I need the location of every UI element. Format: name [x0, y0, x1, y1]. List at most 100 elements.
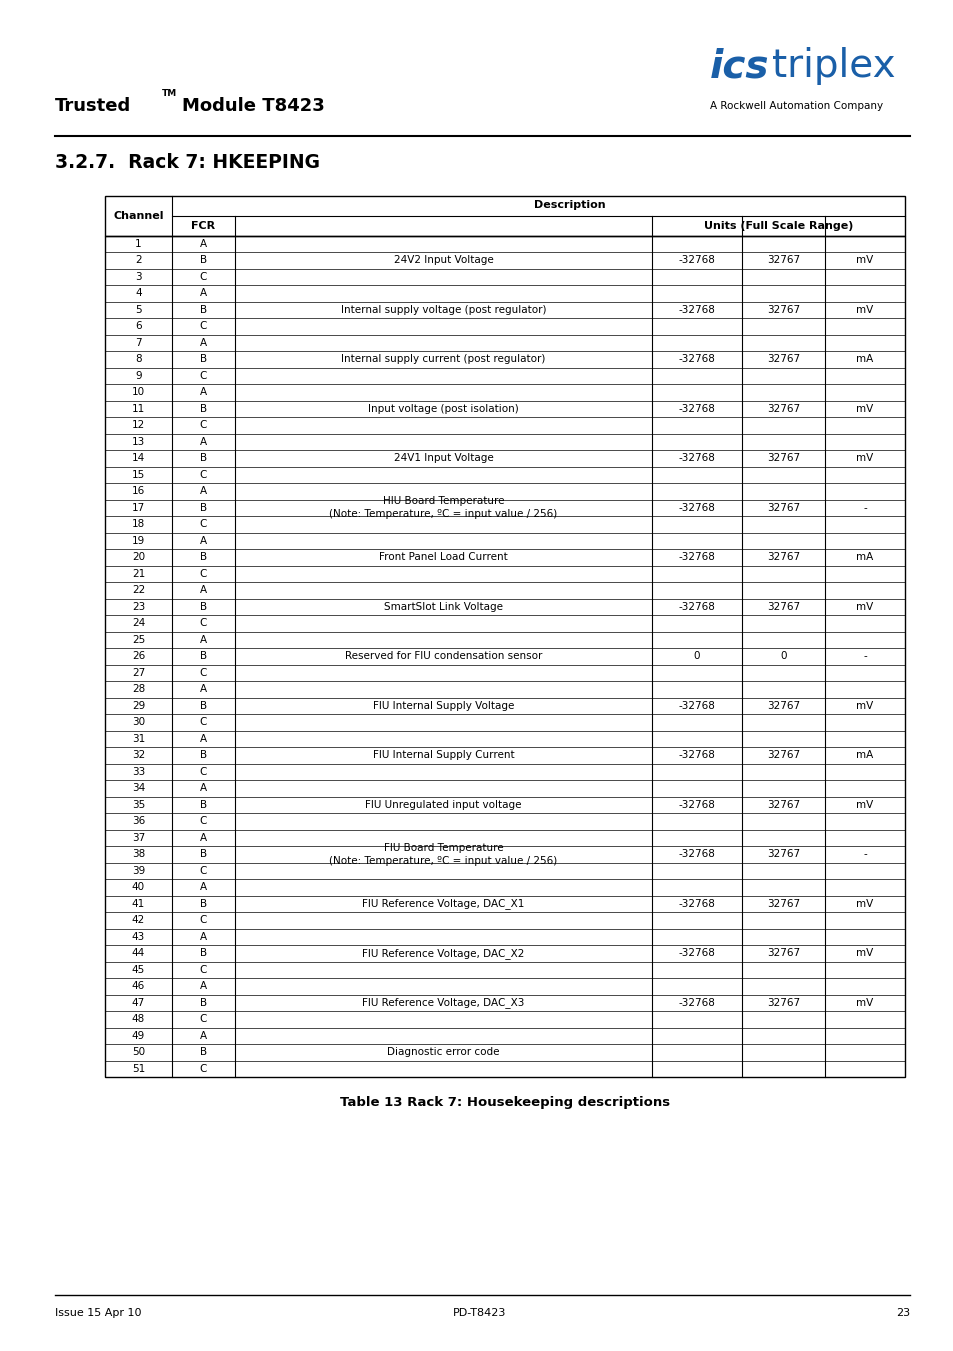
Text: C: C: [199, 717, 207, 727]
Text: B: B: [200, 454, 207, 463]
Text: -32768: -32768: [678, 800, 715, 809]
Text: 3.2.7.  Rack 7: HKEEPING: 3.2.7. Rack 7: HKEEPING: [55, 154, 319, 173]
Text: FIU Internal Supply Current: FIU Internal Supply Current: [373, 750, 514, 761]
Text: -32768: -32768: [678, 553, 715, 562]
Text: 2: 2: [135, 255, 142, 265]
Text: 24V2 Input Voltage: 24V2 Input Voltage: [394, 255, 493, 265]
Text: C: C: [199, 519, 207, 530]
Text: C: C: [199, 470, 207, 480]
Text: A: A: [200, 338, 207, 347]
Text: PD-T8423: PD-T8423: [453, 1308, 506, 1319]
Text: Units (Full Scale Range): Units (Full Scale Range): [703, 220, 852, 231]
Text: Module T8423: Module T8423: [182, 97, 324, 115]
Text: 5: 5: [135, 305, 142, 315]
Text: SmartSlot Link Voltage: SmartSlot Link Voltage: [384, 601, 502, 612]
Text: FCR: FCR: [192, 220, 215, 231]
Text: 28: 28: [132, 685, 145, 694]
Text: 32767: 32767: [766, 850, 800, 859]
Text: B: B: [200, 800, 207, 809]
Text: mA: mA: [856, 354, 873, 365]
Text: 36: 36: [132, 816, 145, 827]
Text: B: B: [200, 354, 207, 365]
Text: C: C: [199, 569, 207, 578]
Text: A: A: [200, 536, 207, 546]
Text: -32768: -32768: [678, 454, 715, 463]
Text: Reserved for FIU condensation sensor: Reserved for FIU condensation sensor: [344, 651, 541, 662]
Text: C: C: [199, 767, 207, 777]
Text: B: B: [200, 948, 207, 958]
Text: B: B: [200, 898, 207, 909]
Text: B: B: [200, 651, 207, 662]
Text: 24V1 Input Voltage: 24V1 Input Voltage: [394, 454, 493, 463]
Text: FIU Board Temperature
(Note: Temperature, ºC = input value / 256): FIU Board Temperature (Note: Temperature…: [329, 843, 558, 866]
Text: 20: 20: [132, 553, 145, 562]
Text: mV: mV: [856, 701, 873, 711]
Text: 16: 16: [132, 486, 145, 496]
Text: 11: 11: [132, 404, 145, 413]
Text: C: C: [199, 866, 207, 875]
Text: 30: 30: [132, 717, 145, 727]
Text: 40: 40: [132, 882, 145, 893]
Text: -: -: [862, 850, 866, 859]
Text: -32768: -32768: [678, 998, 715, 1008]
Text: mV: mV: [856, 948, 873, 958]
Text: -32768: -32768: [678, 898, 715, 909]
Text: 6: 6: [135, 322, 142, 331]
Text: 12: 12: [132, 420, 145, 431]
Text: 27: 27: [132, 667, 145, 678]
Text: 26: 26: [132, 651, 145, 662]
Text: 32: 32: [132, 750, 145, 761]
Text: 31: 31: [132, 734, 145, 744]
Text: 8: 8: [135, 354, 142, 365]
Text: A: A: [200, 635, 207, 644]
Text: 45: 45: [132, 965, 145, 975]
Text: B: B: [200, 404, 207, 413]
Text: A: A: [200, 784, 207, 793]
Text: mV: mV: [856, 305, 873, 315]
Text: 32767: 32767: [766, 750, 800, 761]
Text: 32767: 32767: [766, 701, 800, 711]
Text: 32767: 32767: [766, 354, 800, 365]
Text: FIU Internal Supply Voltage: FIU Internal Supply Voltage: [373, 701, 514, 711]
Text: 32767: 32767: [766, 255, 800, 265]
Text: ics: ics: [709, 47, 769, 85]
Text: A: A: [200, 932, 207, 942]
Text: Input voltage (post isolation): Input voltage (post isolation): [368, 404, 518, 413]
Text: -32768: -32768: [678, 850, 715, 859]
Text: 7: 7: [135, 338, 142, 347]
Text: A: A: [200, 685, 207, 694]
Text: 43: 43: [132, 932, 145, 942]
Text: Internal supply current (post regulator): Internal supply current (post regulator): [341, 354, 545, 365]
Text: B: B: [200, 553, 207, 562]
Text: -: -: [862, 651, 866, 662]
Text: B: B: [200, 503, 207, 513]
Text: 23: 23: [895, 1308, 909, 1319]
Text: 38: 38: [132, 850, 145, 859]
Text: 32767: 32767: [766, 553, 800, 562]
Text: 17: 17: [132, 503, 145, 513]
Text: A: A: [200, 486, 207, 496]
Text: 32767: 32767: [766, 800, 800, 809]
Text: Trusted: Trusted: [55, 97, 132, 115]
Text: A: A: [200, 585, 207, 596]
Text: 34: 34: [132, 784, 145, 793]
Text: A: A: [200, 832, 207, 843]
Text: C: C: [199, 272, 207, 282]
Text: 32767: 32767: [766, 948, 800, 958]
Text: C: C: [199, 420, 207, 431]
Text: Channel: Channel: [113, 211, 164, 220]
Text: -32768: -32768: [678, 255, 715, 265]
Text: 9: 9: [135, 372, 142, 381]
Text: mV: mV: [856, 255, 873, 265]
Text: 10: 10: [132, 388, 145, 397]
Text: B: B: [200, 601, 207, 612]
Text: Diagnostic error code: Diagnostic error code: [387, 1047, 499, 1058]
Text: 32767: 32767: [766, 503, 800, 513]
Text: C: C: [199, 1015, 207, 1024]
Text: B: B: [200, 1047, 207, 1058]
Text: 32767: 32767: [766, 601, 800, 612]
Text: 32767: 32767: [766, 898, 800, 909]
Text: HIU Board Temperature
(Note: Temperature, ºC = input value / 256): HIU Board Temperature (Note: Temperature…: [329, 496, 558, 519]
Text: C: C: [199, 965, 207, 975]
Text: -32768: -32768: [678, 948, 715, 958]
